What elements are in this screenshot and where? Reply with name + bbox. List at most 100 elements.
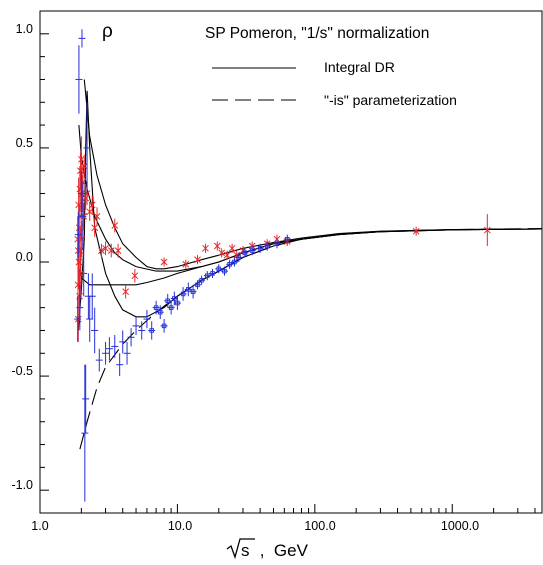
data-point-pbarp — [273, 239, 281, 249]
data-point-pp — [82, 186, 90, 210]
data-point-pp — [98, 243, 105, 258]
fit-curve-solid — [77, 90, 543, 331]
data-point-pbarp — [82, 364, 90, 434]
data-point-pbarp — [79, 182, 87, 251]
data-point-pp — [194, 255, 201, 265]
data-point-pbarp — [76, 284, 84, 331]
y-tick-label: 0.0 — [16, 250, 33, 264]
data-point-pbarp — [156, 305, 164, 320]
data-point-pbarp — [184, 282, 192, 297]
data-point-pbarp — [173, 296, 181, 310]
data-point-pbarp — [193, 280, 201, 290]
data-point-pbarp — [127, 328, 135, 347]
axis-ticks — [39, 10, 536, 514]
data-point-pbarp — [75, 45, 83, 114]
data-point-pbarp — [95, 348, 103, 372]
y-tick-labels: 1.0 0.5 0.0 -0.5 -1.0 — [11, 22, 33, 492]
data-point-pbarp — [283, 234, 291, 244]
x-tick-label: 1.0 — [31, 519, 48, 533]
data-point-pp — [218, 248, 226, 258]
data-point-pbarp — [138, 321, 146, 340]
fit-curve-solid — [78, 125, 543, 272]
y-tick-label: 0.5 — [16, 136, 33, 150]
data-point-pp — [182, 259, 190, 269]
fit-curves — [77, 79, 543, 450]
legend: Integral DR "-is" parameterization — [212, 59, 457, 108]
plot-frame — [39, 10, 543, 514]
data-point-pp — [114, 243, 122, 258]
data-point-pp — [91, 218, 99, 237]
data-point-pbarp — [179, 287, 187, 301]
data-points — [74, 29, 491, 502]
data-point-pbarp — [119, 330, 127, 354]
data-point-pbarp — [208, 268, 216, 278]
data-point-pbarp — [80, 250, 88, 297]
data-point-pp — [88, 195, 96, 215]
data-point-pbarp — [111, 335, 119, 358]
data-point-pbarp — [164, 293, 172, 308]
data-point-pp — [483, 214, 491, 247]
data-point-pp — [86, 202, 94, 221]
data-point-pp — [107, 243, 115, 258]
x-tick-label: 100.0 — [304, 519, 335, 533]
data-point-pbarp — [241, 248, 249, 258]
data-point-pbarp — [215, 264, 223, 274]
data-point-pp — [160, 257, 168, 267]
data-point-pbarp — [77, 170, 85, 217]
data-point-pbarp — [143, 309, 151, 329]
data-point-pbarp — [83, 102, 91, 194]
data-point-pp — [412, 226, 420, 236]
data-point-pbarp — [152, 300, 160, 315]
x-axis-label: s , GeV — [226, 538, 309, 560]
x-tick-label: 1000.0 — [441, 519, 479, 533]
data-point-pp — [223, 250, 231, 260]
data-point-pbarp — [256, 243, 264, 253]
data-point-pp — [80, 154, 88, 178]
y-tick-label: 1.0 — [16, 22, 33, 36]
legend-label-integral-dr: Integral DR — [324, 59, 395, 75]
data-point-pp — [111, 218, 119, 233]
data-point-pp — [213, 241, 221, 251]
legend-label-is-parameterization: "-is" parameterization — [324, 92, 457, 108]
sqrt-symbol-icon — [226, 538, 255, 560]
chart-title: SP Pomeron, "1/s" normalization — [205, 25, 429, 42]
data-point-pbarp — [74, 211, 82, 258]
x-tick-label: 10.0 — [168, 519, 192, 533]
data-point-pbarp — [263, 241, 271, 251]
data-point-pp — [202, 243, 209, 253]
data-point-pbarp — [81, 364, 89, 502]
data-point-pbarp — [116, 353, 124, 377]
data-point-pbarp — [78, 29, 86, 48]
x-axis-unit: , GeV — [255, 541, 309, 560]
data-point-pbarp — [230, 257, 238, 267]
data-point-pbarp — [198, 275, 206, 285]
data-point-pbarp — [148, 321, 156, 340]
data-point-pp — [102, 241, 109, 256]
data-point-pp — [131, 268, 139, 283]
data-point-pbarp — [189, 284, 197, 299]
data-point-pbarp — [88, 273, 96, 320]
panel-label: ρ — [102, 21, 113, 42]
data-point-pbarp — [203, 271, 211, 281]
data-point-pp — [78, 220, 86, 258]
data-point-pbarp — [220, 266, 228, 276]
data-point-pbarp — [105, 337, 113, 361]
fit-curve-solid — [83, 79, 543, 270]
x-axis-variable: s — [241, 541, 250, 560]
data-point-pbarp — [226, 259, 234, 269]
data-point-pbarp — [160, 319, 168, 333]
data-point-pbarp — [248, 246, 256, 256]
y-tick-label: -1.0 — [11, 478, 33, 492]
data-point-pp — [228, 243, 236, 253]
data-point-pbarp — [123, 341, 131, 365]
data-point-pbarp — [102, 341, 110, 365]
x-tick-labels: 1.0 10.0 100.0 1000.0 — [31, 519, 479, 533]
y-tick-label: -0.5 — [11, 364, 33, 378]
data-point-pp — [93, 207, 101, 226]
data-point-pbarp — [132, 316, 140, 336]
data-point-pbarp — [167, 300, 175, 315]
fit-curve-dashed — [79, 227, 543, 450]
data-point-pbarp — [235, 252, 243, 262]
data-point-pbarp — [91, 307, 99, 354]
